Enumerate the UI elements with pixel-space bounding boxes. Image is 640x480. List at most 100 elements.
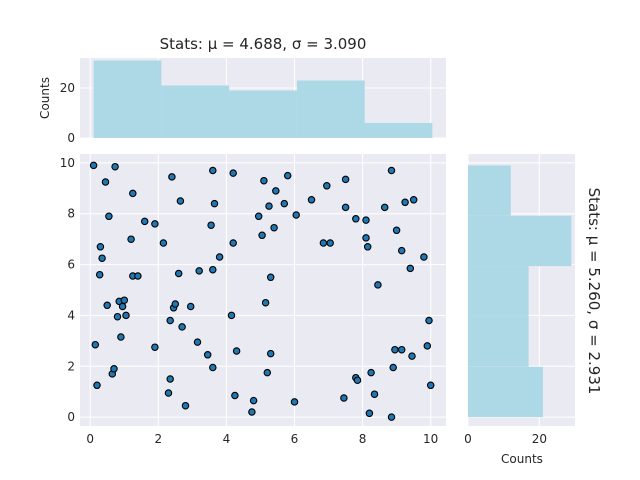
scatter-point [96,243,105,251]
scatter-point [365,409,374,418]
x-tick-label: 6 [291,432,299,446]
scatter-point [248,408,256,416]
scatter-point [425,316,433,325]
top-histogram-title: Stats: μ = 4.688, σ = 3.090 [160,35,367,53]
top-histogram-bar [296,80,365,138]
scatter-point [103,301,111,310]
scatter-point [352,215,360,223]
scatter-point [266,349,275,358]
right-histogram-title: Stats: μ = 5.260, σ = 2.931 [585,188,603,395]
scatter-point [209,166,217,175]
scatter-point [209,363,217,372]
scatter-point [203,351,212,359]
top-histogram-bar [364,123,433,138]
scatter-point [174,269,183,278]
scatter-panel: 0 2 4 6 8 10 0 2 4 6 8 10 [60,154,446,446]
scatter-point [105,212,113,221]
scatter-point [171,300,180,308]
scatter-point [166,375,174,383]
x-tick-label: 0 [86,432,94,446]
scatter-point [110,365,118,373]
scatter-point [319,239,328,247]
scatter-point [292,211,300,219]
right-x-tick-label: 0 [464,432,472,446]
scatter-point [426,381,435,390]
scatter-point [258,231,266,240]
right-histogram-bar [468,165,511,216]
scatter-point [98,254,106,262]
scatter-point [229,169,237,177]
top-histogram-panel: 0 20 [60,58,446,145]
scatter-point [140,217,149,226]
right-x-tick-label: 20 [532,432,547,446]
scatter-point [178,323,186,331]
scatter-point [265,202,273,210]
scatter-point [270,223,278,232]
scatter-point [215,253,224,261]
y-tick-label: 6 [67,258,75,272]
scatter-point [353,376,362,384]
x-tick-label: 2 [154,432,162,446]
scatter-point [181,401,190,410]
scatter-point [380,203,389,212]
scatter-point [397,246,406,255]
scatter-point [122,311,130,320]
scatter-point [290,398,299,406]
scatter-point [209,265,217,274]
y-tick-label: 4 [67,308,75,322]
scatter-point [409,196,418,204]
scatter-point [89,161,98,170]
scatter-point [362,234,370,242]
y-tick-label: 2 [67,359,75,373]
scatter-point [401,198,409,207]
scatter-point [101,178,110,186]
scatter-background [80,154,446,426]
x-tick-label: 4 [223,432,231,446]
scatter-point [113,312,122,321]
x-tick-label: 8 [359,432,367,446]
scatter-point [307,196,316,204]
scatter-point [283,171,292,180]
scatter-point [272,187,280,195]
right-histogram-panel: 0 20 [464,154,575,446]
scatter-point [249,396,258,405]
top-histogram-bar [161,85,230,138]
scatter-point [151,220,159,228]
x-tick-label: 10 [423,432,438,446]
scatter-point [164,389,173,397]
scatter-point [260,176,268,185]
top-y-tick-label: 0 [67,131,75,145]
scatter-point [387,413,396,421]
scatter-point [408,352,416,360]
scatter-point [341,175,350,184]
scatter-point [263,368,272,377]
scatter-point [91,340,100,349]
scatter-point [362,216,370,224]
scatter-point [129,189,137,198]
scatter-point [367,368,375,377]
top-histogram-ylabel: Counts [38,77,52,119]
scatter-point [207,221,215,229]
top-histogram-bar [93,60,162,138]
scatter-point [166,316,174,325]
y-tick-label: 10 [60,156,75,170]
y-tick-label: 0 [67,410,75,424]
scatter-point [340,394,348,402]
top-histogram-bar [229,90,297,138]
right-histogram-bar [468,215,572,267]
scatter-point [193,338,202,346]
scatter-point [374,281,382,289]
scatter-point [95,270,104,279]
scatter-point [134,272,142,280]
right-histogram-xlabel: Counts [501,452,543,466]
right-histogram-bar [468,366,543,418]
scatter-point [232,347,241,355]
scatter-point [120,296,129,304]
right-histogram-bar [468,316,529,367]
scatter-point [111,162,119,171]
scatter-point [151,343,159,351]
scatter-point [127,235,135,243]
scatter-point [423,342,432,350]
scatter-point [186,302,195,311]
scatter-point [363,243,372,251]
